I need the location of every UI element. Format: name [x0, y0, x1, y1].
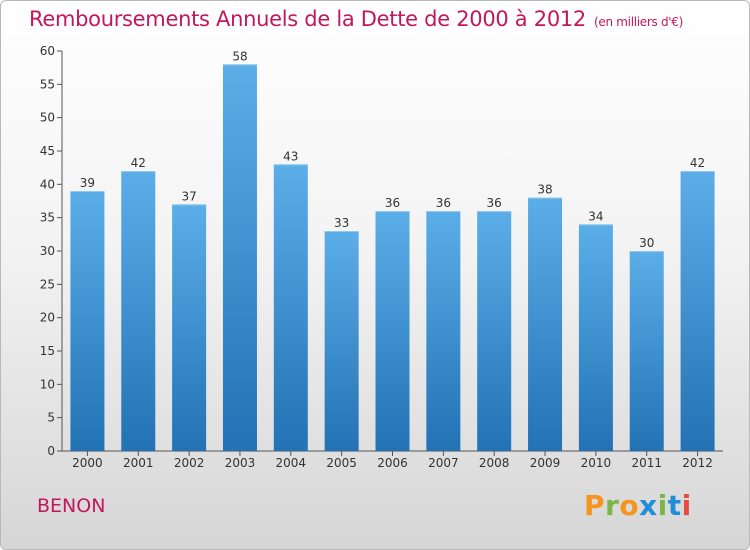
data-label: 43 — [283, 149, 298, 163]
data-label: 42 — [690, 156, 705, 170]
data-label: 58 — [232, 49, 247, 63]
data-label: 36 — [385, 196, 400, 210]
logo-letter: r — [605, 489, 620, 522]
y-tick-label: 35 — [40, 211, 55, 225]
bar — [528, 197, 563, 451]
y-tick-label: 15 — [40, 344, 55, 358]
logo-letter: o — [619, 489, 640, 522]
x-tick-label: 2012 — [682, 456, 713, 470]
y-tick-label: 50 — [40, 111, 55, 125]
x-tick-label: 2004 — [276, 456, 307, 470]
logo-letter: i — [681, 489, 692, 522]
proxiti-logo: Proxiti — [584, 489, 692, 522]
data-label: 42 — [131, 156, 146, 170]
x-tick-label: 2003 — [225, 456, 256, 470]
y-tick-label: 40 — [40, 177, 55, 191]
x-tick-label: 2001 — [123, 456, 154, 470]
data-label: 36 — [487, 196, 502, 210]
x-tick-label: 2005 — [326, 456, 357, 470]
chart-title-text: Remboursements Annuels de la Dette de 20… — [29, 7, 586, 31]
y-tick-label: 55 — [40, 77, 55, 91]
y-tick-label: 10 — [40, 377, 55, 391]
bar — [680, 171, 715, 451]
bar — [578, 224, 613, 451]
y-tick-label: 30 — [40, 244, 55, 258]
y-tick-label: 0 — [47, 444, 55, 458]
data-label: 37 — [181, 189, 196, 203]
bar — [324, 231, 359, 451]
y-tick-label: 60 — [40, 44, 55, 58]
x-tick-label: 2006 — [377, 456, 408, 470]
logo-letter: P — [584, 489, 606, 522]
chart-subtitle: (en milliers d'€) — [594, 15, 684, 29]
bar — [629, 251, 664, 451]
x-tick-label: 2009 — [530, 456, 561, 470]
logo-letter: i — [657, 489, 668, 522]
logo-letter: x — [639, 489, 658, 522]
data-label: 30 — [639, 236, 654, 250]
bar — [70, 191, 105, 451]
x-tick-label: 2000 — [72, 456, 103, 470]
data-label: 39 — [80, 176, 95, 190]
logo-letter: t — [667, 489, 682, 522]
x-tick-label: 2008 — [479, 456, 510, 470]
data-label: 34 — [588, 209, 603, 223]
y-tick-label: 25 — [40, 277, 55, 291]
commune-name: BENON — [37, 495, 106, 517]
x-tick-label: 2011 — [631, 456, 662, 470]
x-tick-label: 2010 — [581, 456, 612, 470]
bar — [172, 204, 207, 451]
bar — [477, 211, 512, 451]
bar — [375, 211, 410, 451]
bar — [222, 64, 257, 452]
y-tick-label: 45 — [40, 144, 55, 158]
bar — [121, 171, 156, 451]
x-tick-label: 2002 — [174, 456, 205, 470]
data-label: 38 — [537, 183, 552, 197]
y-tick-label: 20 — [40, 311, 55, 325]
data-label: 33 — [334, 216, 349, 230]
y-tick-label: 5 — [47, 411, 55, 425]
chart-title: Remboursements Annuels de la Dette de 20… — [29, 7, 683, 31]
x-tick-label: 2007 — [428, 456, 459, 470]
bar — [426, 211, 461, 451]
bar — [273, 164, 308, 452]
data-label: 36 — [436, 196, 451, 210]
